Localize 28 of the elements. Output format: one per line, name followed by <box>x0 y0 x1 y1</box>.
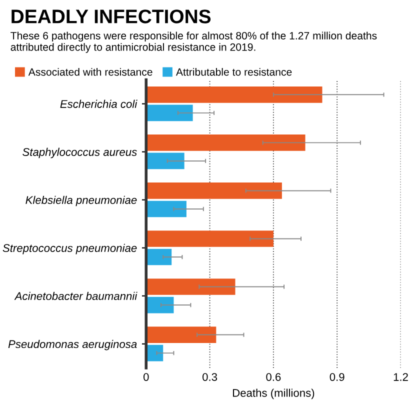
bar <box>146 152 184 170</box>
bar <box>146 200 186 218</box>
bar <box>146 278 236 295</box>
chart-title: DEADLY INFECTIONS <box>12 10 211 24</box>
legend-label: Attributable to resistance <box>176 68 292 76</box>
y-tick-label: Acinetobacter baumannii <box>14 292 138 300</box>
y-tick-label: Streptococcus pneumoniae <box>2 244 137 254</box>
x-tick-label: 0.6 <box>266 373 281 381</box>
y-tick-label: Staphylococcus aureus <box>22 148 137 158</box>
y-tick-label: Pseudomonas aeruginosa <box>8 340 137 350</box>
bar <box>146 296 174 314</box>
y-tick-label: Escherichia coli <box>60 100 138 108</box>
bar <box>146 86 322 103</box>
x-tick-label: 1.2 <box>394 373 408 381</box>
x-axis-title: Deaths (millions) <box>232 388 314 400</box>
y-tick-label: Klebsiella pneumoniae <box>26 196 137 206</box>
bar <box>146 326 216 343</box>
bar <box>146 182 282 199</box>
bar <box>146 230 274 247</box>
x-tick-label: 0.9 <box>330 373 344 381</box>
legend-label: Associated with resistance <box>28 68 152 76</box>
bar <box>146 104 193 122</box>
x-tick-label: 0.3 <box>202 373 218 381</box>
bar <box>146 344 164 362</box>
bar <box>146 248 172 266</box>
chart-subtitle: These 6 pathogens were responsible for almost 80% of the 1.27 million deaths attributed directly to antimicrobial resistance in 2019. <box>10 32 377 53</box>
bar <box>146 134 306 151</box>
x-tick-label: 0 <box>143 373 149 381</box>
